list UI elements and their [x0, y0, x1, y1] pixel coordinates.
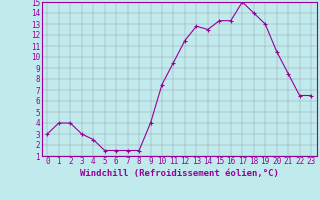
X-axis label: Windchill (Refroidissement éolien,°C): Windchill (Refroidissement éolien,°C): [80, 169, 279, 178]
